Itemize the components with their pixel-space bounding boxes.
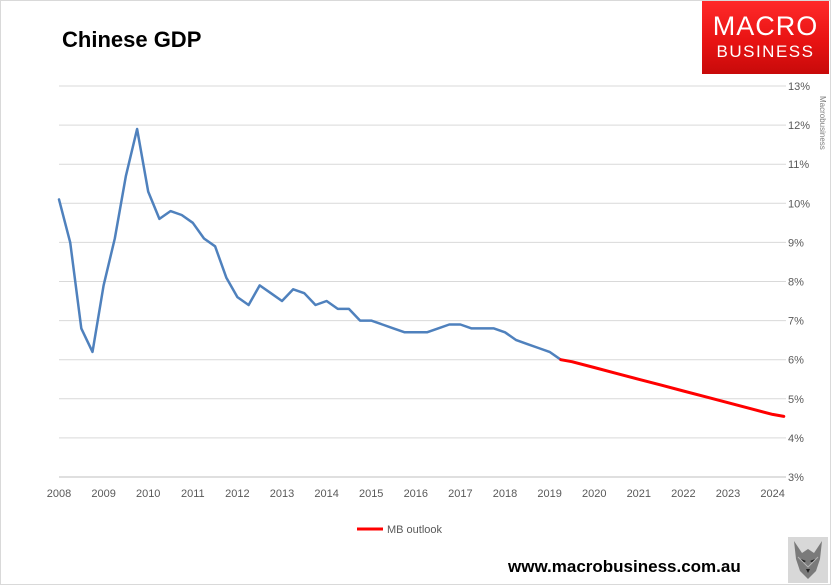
- series-line-gdp: [57, 127, 563, 361]
- y-tick-label: 8%: [788, 277, 804, 289]
- x-tick-label: 2019: [537, 488, 561, 500]
- x-tick-label: 2008: [47, 488, 71, 500]
- x-tick-label: 2024: [760, 488, 784, 500]
- logo-line-macro: MACRO: [712, 11, 819, 41]
- chart-title: Chinese GDP: [62, 27, 202, 52]
- x-tick-label: 2011: [181, 488, 205, 500]
- x-tick-label: 2023: [716, 488, 740, 500]
- y-tick-label: 5%: [788, 394, 804, 406]
- x-tick-label: 2010: [136, 488, 160, 500]
- y-tick-label: 13%: [788, 81, 810, 93]
- footer-url: www.macrobusiness.com.au: [508, 557, 741, 576]
- wolf-logo-icon: [788, 537, 828, 583]
- series-line-mb-outlook: [559, 358, 786, 418]
- x-tick-label: 2014: [314, 488, 338, 500]
- x-tick-label: 2009: [91, 488, 115, 500]
- x-tick-label: 2015: [359, 488, 383, 500]
- y-tick-label: 6%: [788, 355, 804, 367]
- y-tick-label: 12%: [788, 120, 810, 132]
- x-tick-label: 2021: [627, 488, 651, 500]
- side-watermark-label: Macrobusiness: [818, 96, 827, 150]
- x-tick-label: 2018: [493, 488, 517, 500]
- x-tick-label: 2020: [582, 488, 606, 500]
- y-tick-label: 9%: [788, 237, 804, 249]
- x-tick-label: 2012: [225, 488, 249, 500]
- logo-line-business: BUSINESS: [716, 42, 815, 61]
- x-tick-label: 2016: [404, 488, 428, 500]
- x-tick-label: 2017: [448, 488, 472, 500]
- y-tick-label: 11%: [788, 159, 809, 171]
- macrobusiness-logo: MACRO BUSINESS: [702, 1, 829, 74]
- y-tick-label: 7%: [788, 316, 804, 328]
- y-tick-label: 4%: [788, 433, 804, 445]
- y-tick-label: 3%: [788, 472, 804, 484]
- y-tick-label: 10%: [788, 198, 810, 210]
- x-tick-label: 2022: [671, 488, 695, 500]
- x-tick-label: 2013: [270, 488, 294, 500]
- legend-label: MB outlook: [387, 524, 443, 536]
